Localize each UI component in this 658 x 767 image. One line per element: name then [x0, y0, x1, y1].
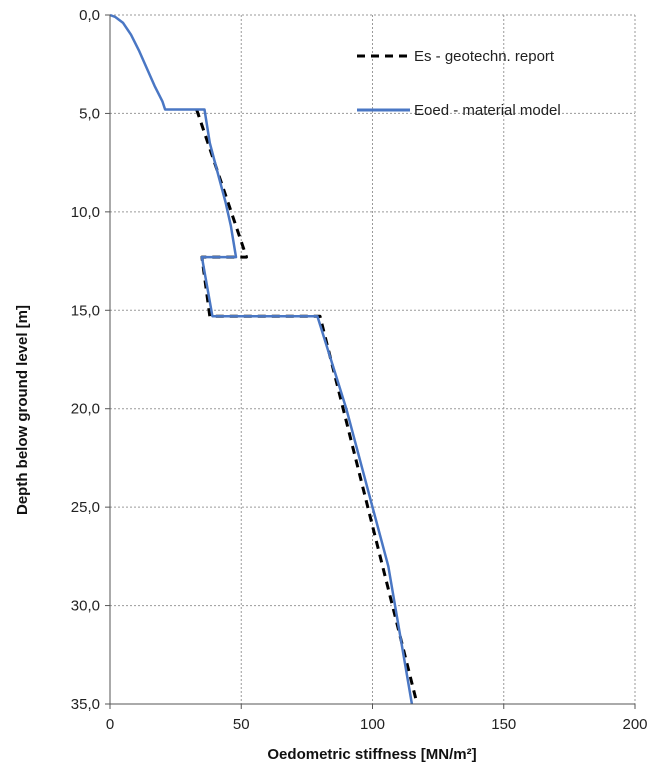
- x-tick-label: 150: [491, 716, 516, 733]
- y-tick-label: 20,0: [71, 401, 100, 418]
- y-axis-title: Depth below ground level [m]: [14, 305, 31, 515]
- y-tick-label: 25,0: [71, 499, 100, 516]
- series-line-eoed: [109, 13, 414, 705]
- x-tick-label: 50: [233, 716, 250, 733]
- y-tick-label: 10,0: [71, 204, 100, 221]
- y-tick-label: 30,0: [71, 598, 100, 615]
- x-tick-label: 0: [106, 716, 114, 733]
- x-tick-label: 200: [622, 716, 647, 733]
- y-tick-label: 15,0: [71, 302, 100, 319]
- legend-label-eoed: Eoed - material model: [414, 102, 561, 119]
- y-tick-label: 5,0: [79, 105, 100, 122]
- axes: [105, 14, 636, 709]
- x-tick-label: 100: [360, 716, 385, 733]
- series-layer: [109, 13, 419, 705]
- x-axis-title: Oedometric stiffness [MN/m²]: [267, 746, 476, 763]
- legend-label-es: Es - geotechn. report: [414, 48, 555, 65]
- y-tick-label: 0,0: [79, 7, 100, 24]
- tick-labels: 0,0 5,0 10,0 15,0 20,0 25,0 30,0 35,0 0 50 100 150 2…: [71, 7, 648, 733]
- legend: Es - geotechn. report Eoed - material mo…: [357, 48, 561, 119]
- series-line-es: [195, 109, 419, 705]
- y-tick-label: 35,0: [71, 696, 100, 713]
